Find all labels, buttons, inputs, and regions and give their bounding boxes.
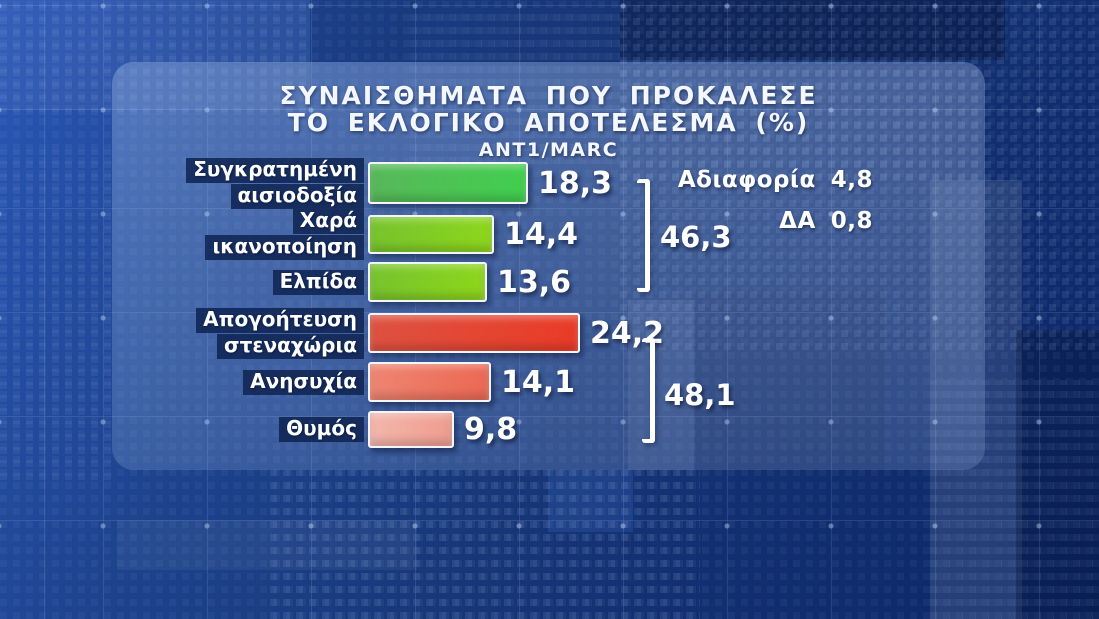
- dot-pattern: [0, 150, 115, 480]
- chart-source: ANT1/MARC: [478, 139, 619, 161]
- bar: [368, 262, 487, 302]
- stat-no-answer-label: ΔΑ: [779, 208, 816, 234]
- category-label-line: Συγκρατημένη: [186, 157, 364, 183]
- chart-row: Συγκρατημένη αισιοδοξία 18,3: [128, 157, 613, 209]
- positive-group-bracket: [637, 179, 650, 292]
- bg-block: [1016, 330, 1099, 619]
- value-label: 9,8: [464, 412, 518, 447]
- stat-indifference: Αδιαφορία 4,8: [678, 167, 873, 193]
- bar: [368, 162, 528, 204]
- stat-no-answer-value: 0,8: [830, 208, 873, 234]
- chart-row: Ανησυχία 14,1: [128, 362, 575, 402]
- bar: [368, 313, 580, 353]
- category-label-line: Ελπίδα: [272, 269, 364, 295]
- bg-block: [548, 470, 633, 532]
- bg-block: [310, 0, 620, 62]
- dot-pattern: [270, 470, 700, 619]
- chart-title-line2: ΤΟ ΕΚΛΟΓΙΚΟ ΑΠΟΤΕΛΕΣΜΑ (%): [287, 108, 810, 137]
- value-label: 18,3: [538, 165, 613, 201]
- category-label-line: ικανοποίηση: [205, 235, 364, 260]
- category-label-line: Απογοήτευση: [196, 307, 364, 333]
- chart-row: Θυμός 9,8: [128, 411, 517, 448]
- category-label: Ανησυχία: [128, 369, 364, 396]
- chart-title-block: ΣΥΝΑΙΣΘΗΜΑΤΑ ΠΟΥ ΠΡΟΚΑΛΕΣΕ ΤΟ ΕΚΛΟΓΙΚΟ Α…: [112, 82, 985, 161]
- category-label-line: αισιοδοξία: [230, 183, 364, 209]
- bar: [368, 411, 454, 448]
- category-label: Θυμός: [128, 416, 364, 443]
- category-label: Απογοήτευση στεναχώρια: [128, 307, 364, 360]
- bg-block: [117, 520, 417, 570]
- stat-indifference-value: 4,8: [830, 167, 873, 193]
- chart-row: Απογοήτευση στεναχώρια 24,2: [128, 307, 664, 359]
- negative-group-total: 48,1: [664, 378, 736, 412]
- positive-group-total: 46,3: [660, 220, 732, 254]
- category-label: Χαρά ικανοποίηση: [128, 208, 364, 261]
- value-label: 13,6: [497, 264, 572, 300]
- chart-row: Χαρά ικανοποίηση 14,4: [128, 209, 579, 260]
- category-label-line: Χαρά: [292, 209, 364, 234]
- bar: [368, 362, 491, 402]
- negative-group-bracket: [642, 338, 655, 443]
- category-label-line: Θυμός: [279, 417, 364, 442]
- value-label: 14,1: [501, 364, 576, 400]
- chart-row: Ελπίδα 13,6: [128, 262, 571, 302]
- category-label-line: στεναχώρια: [217, 333, 364, 359]
- chart-title-line1: ΣΥΝΑΙΣΘΗΜΑΤΑ ΠΟΥ ΠΡΟΚΑΛΕΣΕ: [279, 81, 818, 110]
- stat-indifference-label: Αδιαφορία: [677, 167, 816, 193]
- bar: [368, 215, 494, 254]
- category-label-line: Ανησυχία: [243, 369, 364, 395]
- category-label: Συγκρατημένη αισιοδοξία: [128, 157, 364, 210]
- value-label: 14,4: [504, 217, 579, 252]
- stat-no-answer: ΔΑ 0,8: [779, 208, 873, 234]
- bg-block: [620, 0, 1005, 60]
- category-label: Ελπίδα: [128, 269, 364, 296]
- chart-panel: ΣΥΝΑΙΣΘΗΜΑΤΑ ΠΟΥ ΠΡΟΚΑΛΕΣΕ ΤΟ ΕΚΛΟΓΙΚΟ Α…: [112, 62, 985, 470]
